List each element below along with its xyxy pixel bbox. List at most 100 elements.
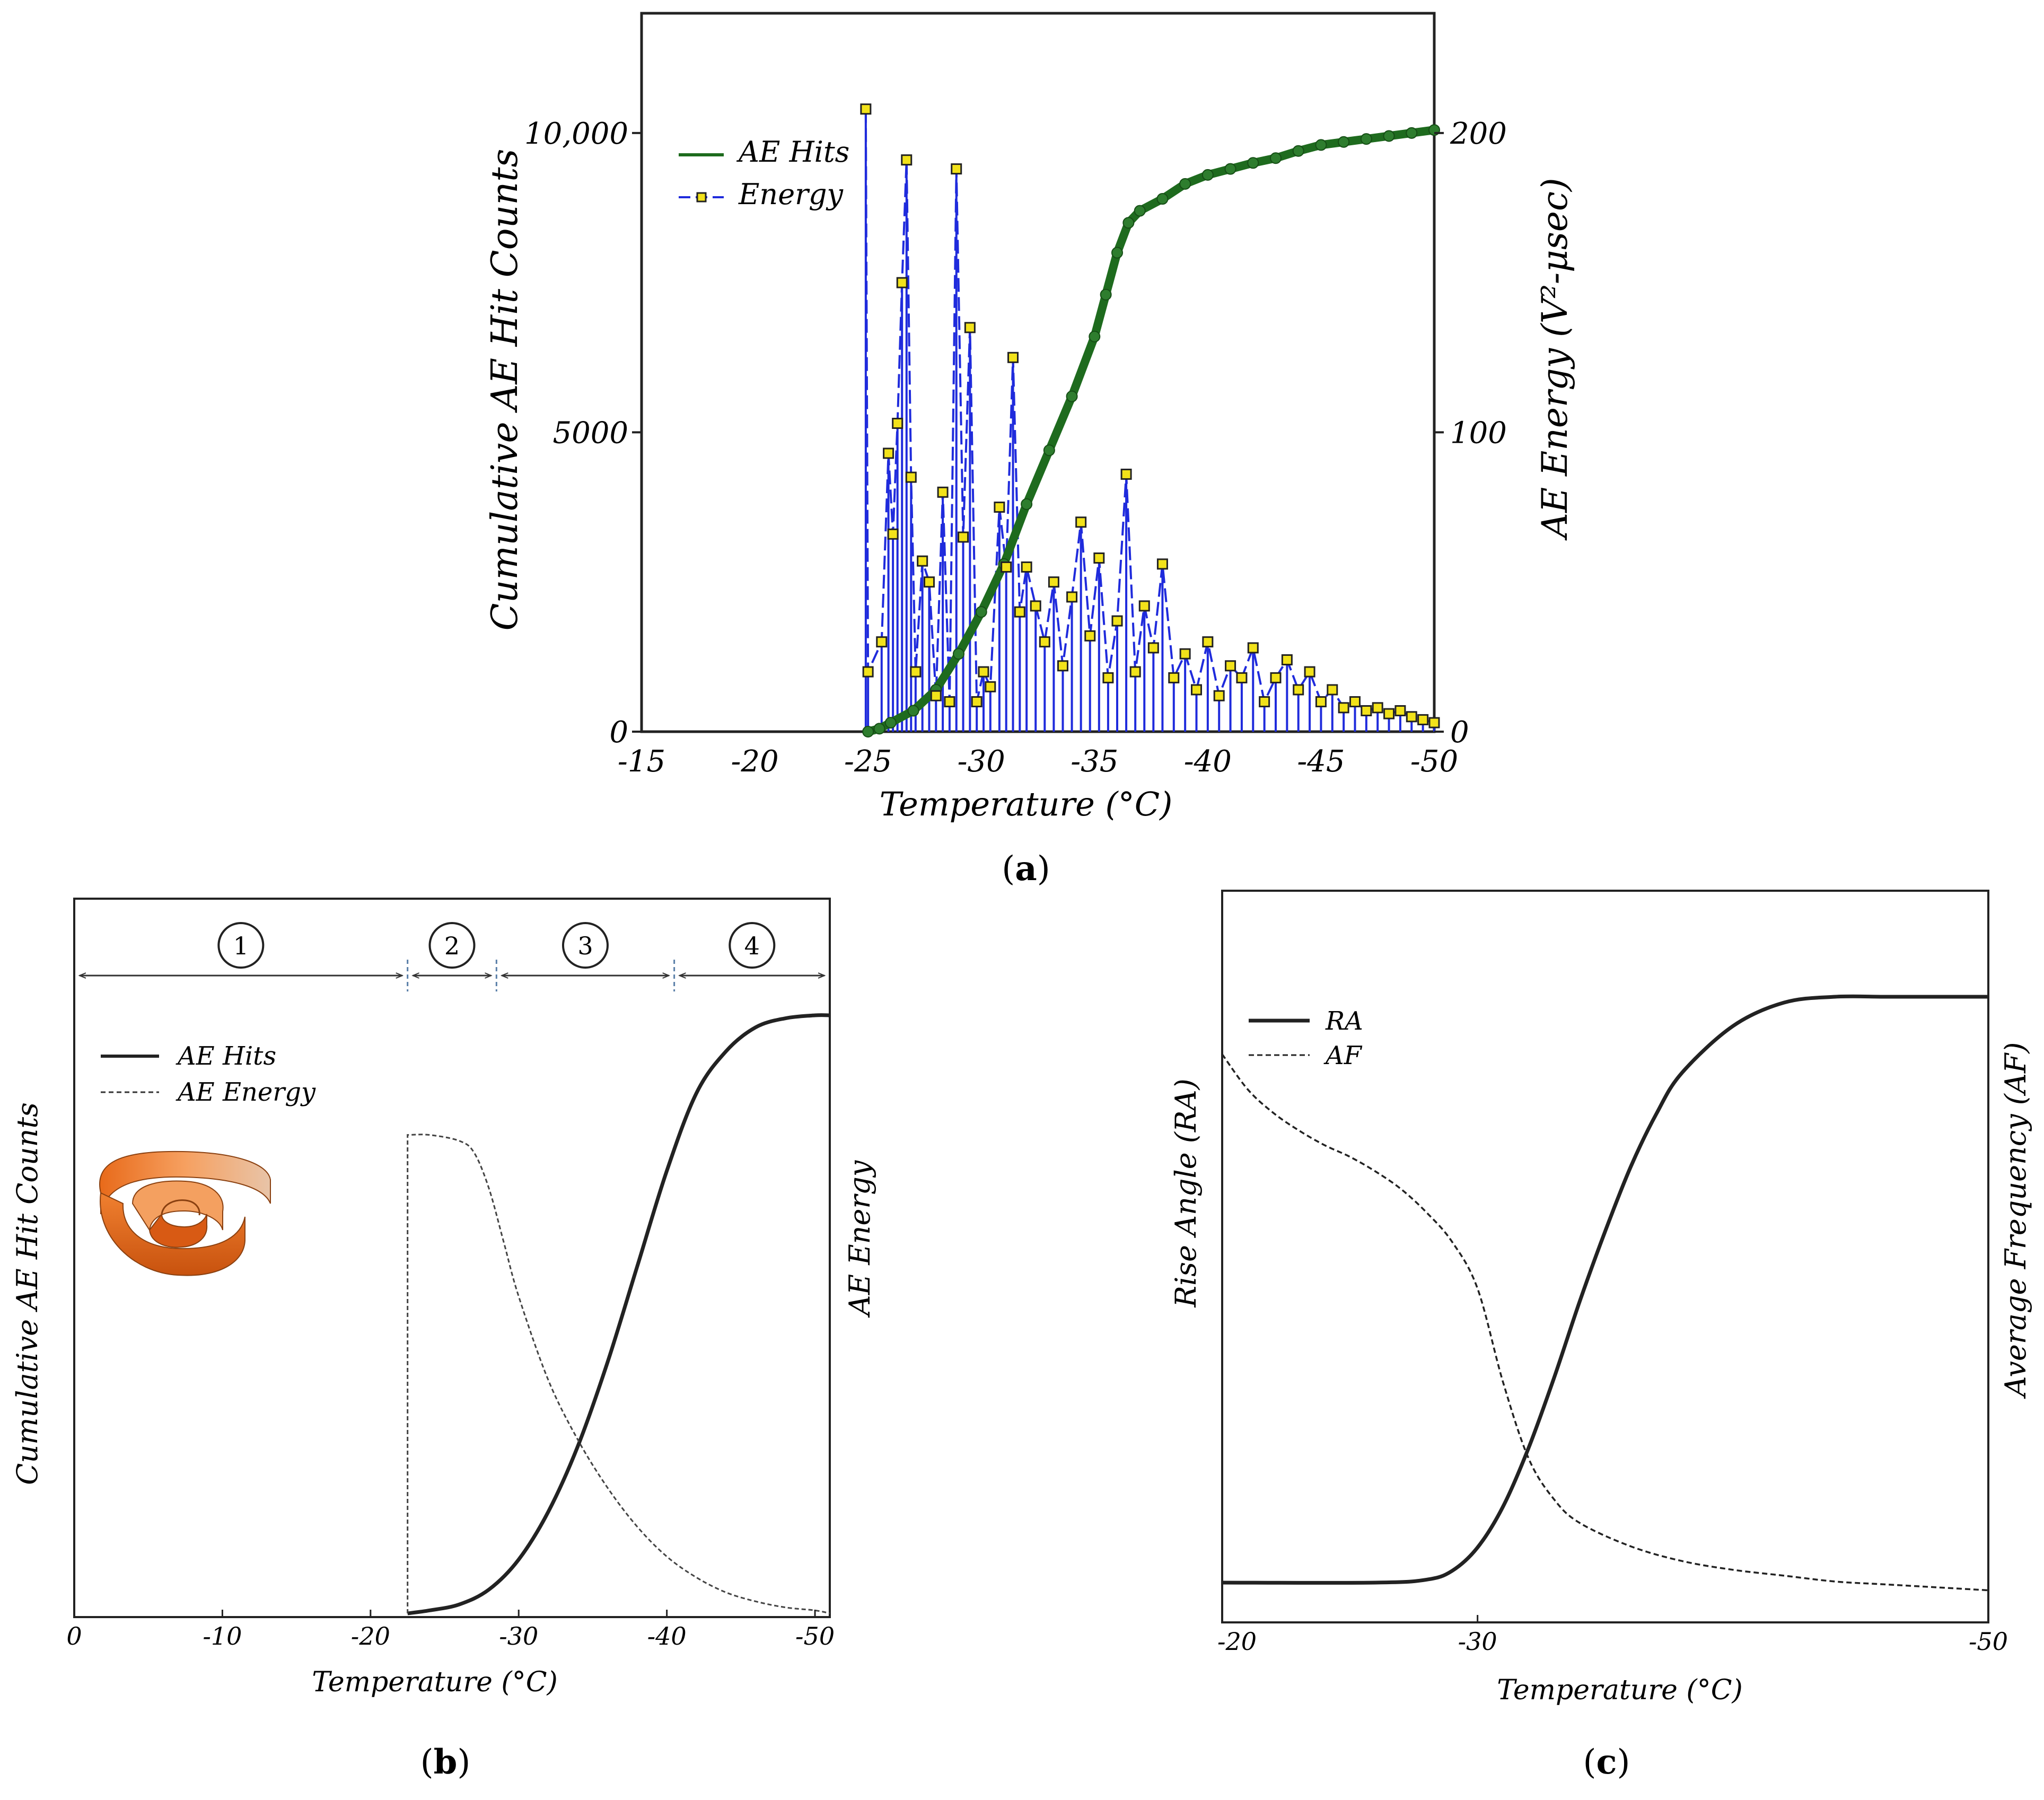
a-hits-point (884, 717, 897, 729)
a-hits-point (1043, 444, 1055, 456)
a-x-tick-label: -15 (618, 744, 665, 779)
b-ylabel-right: AE Energy (843, 1160, 876, 1318)
c-tick-labels: -20 -30 -50 (1217, 1615, 2008, 1656)
a-energy-point (978, 666, 989, 678)
a-series-layer (860, 103, 1440, 737)
a-x-tick-label: -30 (958, 744, 1005, 779)
b-legend-energy-label: AE Energy (176, 1077, 316, 1107)
a-energy-point (1349, 696, 1361, 708)
a-panel-letter: a (1015, 849, 1037, 889)
a-energy-point (1066, 591, 1078, 603)
a-energy-point (1270, 672, 1282, 683)
a-energy-point (1102, 672, 1114, 683)
a-y-tick-label-left: 0 (609, 715, 628, 750)
a-hits-point (1156, 193, 1169, 205)
b-region-number: 4 (744, 932, 760, 960)
b-region-circle (217, 922, 265, 969)
b-region-circle (729, 922, 776, 969)
a-energy-point (1213, 690, 1225, 701)
b-region-number: 3 (577, 932, 593, 960)
a-hits-point (1270, 152, 1282, 164)
a-energy-point (1361, 705, 1372, 716)
a-energy-point (1236, 672, 1248, 683)
b-legend: AE Hits AE Energy (101, 1041, 316, 1107)
a-hits-point (1338, 136, 1350, 148)
a-energy-point (1129, 666, 1141, 678)
a-energy-point (937, 486, 949, 498)
a-hits-point (1066, 390, 1078, 402)
panel-b: 1 2 3 4 0 -10 -20 -30 -40 -50 Temperature (°C) C… (11, 898, 876, 1782)
a-x-tick-label: -20 (731, 744, 778, 779)
a-energy-point (1014, 606, 1025, 618)
a-energy-point (1191, 684, 1202, 696)
a-energy-point (1383, 708, 1395, 719)
a-energy-point (923, 576, 935, 588)
a-hits-point (1247, 157, 1259, 169)
a-energy-point (887, 528, 899, 540)
c-x-tick-label: -50 (1969, 1627, 2008, 1656)
a-hits-point (1089, 330, 1101, 343)
a-energy-point (1138, 600, 1150, 612)
a-energy-point (892, 417, 903, 429)
b-region-markers: 1 2 3 4 (80, 922, 824, 991)
a-y-tick-label-left: 5000 (552, 416, 628, 450)
a-energy-point (985, 681, 996, 692)
a-panel-label: (a) (1002, 849, 1050, 889)
a-energy-point (1406, 711, 1417, 723)
a-ylabel-left: Cumulative AE Hit Counts (484, 149, 526, 631)
b-panel-label: (b) (420, 1742, 471, 1782)
panel-c: -20 -30 -50 Temperature (°C) Rise Angle (R… (1169, 890, 2032, 1782)
a-energy-point (1030, 600, 1041, 612)
a-hits-point (1111, 247, 1123, 259)
a-x-tick-label: -50 (1410, 744, 1458, 779)
a-energy-point (964, 322, 976, 333)
a-y-tick-label-left: 10,000 (524, 117, 628, 151)
a-hits-point (1179, 178, 1191, 190)
a-energy-point (905, 471, 917, 483)
b-region-circle (562, 922, 609, 969)
a-energy-point (951, 163, 962, 175)
a-hits-point (1021, 498, 1033, 510)
c-legend-ra-label: RA (1325, 1006, 1363, 1036)
a-energy-point (1093, 552, 1105, 564)
a-hits-point (1406, 127, 1418, 139)
a-energy-point (896, 277, 908, 288)
a-energy-point (944, 696, 955, 708)
b-x-tick-label: 0 (66, 1622, 82, 1650)
a-xlabel: Temperature (°C) (880, 785, 1173, 823)
a-hits-point (873, 723, 885, 735)
c-panel-label: (c) (1583, 1742, 1630, 1782)
c-ra-curve (1222, 994, 1988, 1585)
a-ylabel-right: AE Energy (V²-μsec) (1534, 178, 1575, 541)
b-region-number: 1 (233, 932, 249, 960)
a-hits-point (1360, 133, 1372, 145)
a-energy-point (1120, 468, 1132, 480)
a-legend-energy-label: Energy (738, 178, 844, 211)
a-energy-point (862, 666, 874, 678)
a-energy-point (1168, 672, 1180, 683)
a-energy-point (971, 696, 982, 708)
a-hits-point (1134, 205, 1146, 217)
a-energy-point (883, 447, 894, 459)
a-hits-point (1315, 139, 1327, 151)
a-energy-point (1247, 642, 1259, 654)
b-region-number: 2 (444, 932, 460, 960)
b-energy-curve (407, 1134, 830, 1614)
b-x-tick-label: -20 (351, 1622, 390, 1650)
a-energy-point (994, 502, 1005, 513)
a-energy-point (1179, 648, 1191, 660)
a-energy-point (1372, 702, 1383, 714)
a-energy-point (1293, 684, 1304, 696)
c-legend: RA AF (1249, 1006, 1363, 1070)
a-energy-point (1327, 684, 1338, 696)
a-legend-energy-marker (696, 192, 707, 203)
a-energy-point (1281, 654, 1293, 665)
a-hits-point (1122, 217, 1135, 229)
a-hits-point (1383, 130, 1395, 142)
c-legend-af-label: AF (1323, 1041, 1363, 1070)
a-energy-point (1156, 558, 1168, 570)
a-x-tick-label: -40 (1184, 744, 1232, 779)
a-energy-point (1338, 702, 1349, 714)
c-ylabel-right: Average Frequency (AF) (1999, 1042, 2032, 1400)
